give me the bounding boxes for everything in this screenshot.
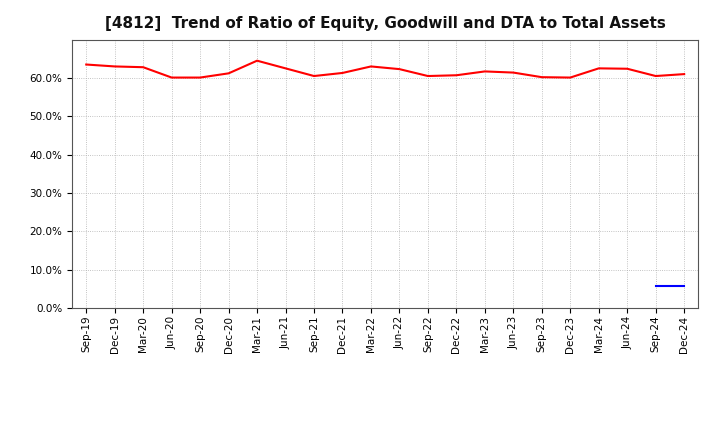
Equity	[310, 73, 318, 79]
Equity	[167, 75, 176, 80]
Equity	[82, 62, 91, 67]
Line: Equity: Equity	[86, 61, 684, 77]
Equity	[480, 69, 489, 74]
Equity	[423, 73, 432, 79]
Equity	[110, 64, 119, 69]
Equity	[509, 70, 518, 75]
Equity	[225, 71, 233, 76]
Equity	[623, 66, 631, 71]
Equity	[595, 66, 603, 71]
Equity	[196, 75, 204, 80]
Equity	[566, 75, 575, 80]
Equity	[366, 64, 375, 69]
Equity	[537, 74, 546, 80]
Equity	[452, 73, 461, 78]
Equity	[139, 65, 148, 70]
Equity	[395, 66, 404, 72]
Equity	[652, 73, 660, 79]
Equity	[338, 70, 347, 76]
Legend: Equity, Goodwill, Deferred Tax Assets: Equity, Goodwill, Deferred Tax Assets	[197, 435, 574, 440]
Goodwill	[652, 283, 660, 289]
Equity	[282, 66, 290, 71]
Equity	[253, 58, 261, 63]
Goodwill	[680, 283, 688, 289]
Title: [4812]  Trend of Ratio of Equity, Goodwill and DTA to Total Assets: [4812] Trend of Ratio of Equity, Goodwil…	[105, 16, 665, 32]
Equity	[680, 71, 688, 77]
